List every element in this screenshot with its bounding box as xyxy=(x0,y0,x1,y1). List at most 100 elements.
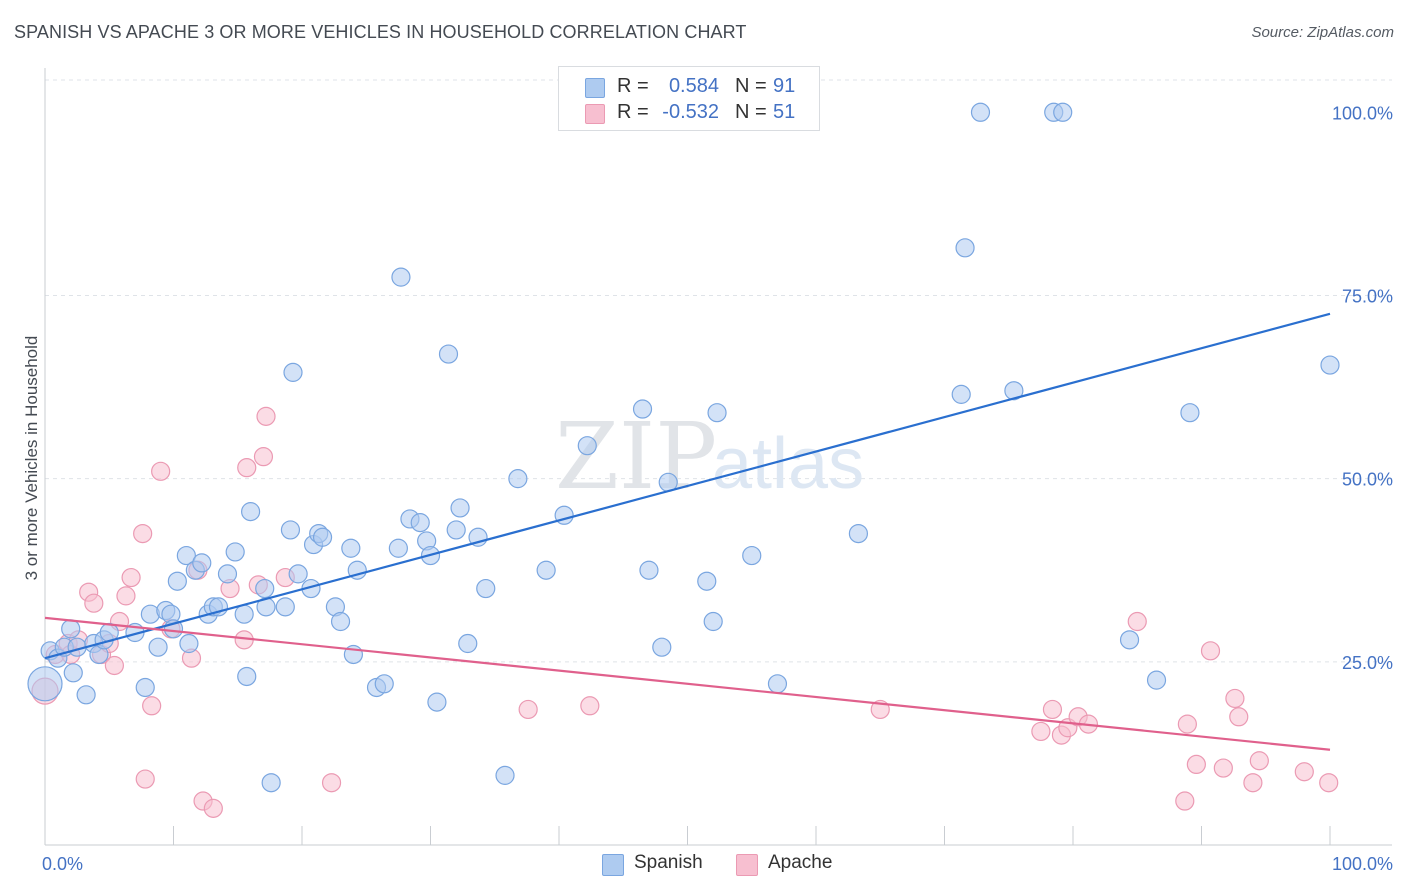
spanish-point xyxy=(63,663,83,683)
legend-r-label: R = xyxy=(617,101,649,123)
spanish-point xyxy=(446,520,466,540)
legend-swatch-spanish xyxy=(585,78,605,98)
spanish-point xyxy=(241,502,261,522)
apache-point xyxy=(135,769,155,789)
spanish-point xyxy=(135,677,155,698)
legend-swatch-spanish xyxy=(602,854,624,876)
spanish-point xyxy=(225,542,245,562)
legend-r-value: -0.532 xyxy=(662,101,719,123)
apache-point xyxy=(1177,714,1197,734)
y-tick-label: 25.0% xyxy=(1342,653,1393,673)
spanish-point xyxy=(1180,403,1200,423)
axis-layer xyxy=(44,68,1392,846)
legend-r-label: R = xyxy=(617,75,649,97)
spanish-point xyxy=(275,597,295,617)
spanish-point xyxy=(148,637,168,657)
spanish-point xyxy=(848,523,869,544)
spanish-point xyxy=(458,633,478,654)
legend-n-label: N = xyxy=(735,75,767,97)
chart-title: SPANISH VS APACHE 3 OR MORE VEHICLES IN … xyxy=(14,22,747,42)
spanish-point xyxy=(237,666,257,687)
apache-point xyxy=(142,696,162,716)
apache-point xyxy=(116,586,136,606)
spanish-point xyxy=(476,578,496,599)
spanish-point xyxy=(341,538,361,558)
spanish-point xyxy=(280,520,301,540)
x-tick-label: 100.0% xyxy=(1332,854,1393,874)
trend-lines xyxy=(44,312,1331,751)
apache-point xyxy=(1186,754,1206,775)
apache-trend-line xyxy=(44,616,1331,751)
legend-swatch-apache xyxy=(585,104,605,124)
spanish-point xyxy=(288,564,308,584)
spanish-point xyxy=(427,692,447,712)
spanish-point xyxy=(192,553,212,573)
apache-point xyxy=(237,458,257,478)
apache-point xyxy=(1225,688,1245,709)
apache-point xyxy=(1249,751,1269,771)
spanish-point xyxy=(767,674,788,694)
apache-point xyxy=(1042,699,1063,720)
spanish-point xyxy=(652,637,672,657)
spanish-point xyxy=(970,102,991,122)
spanish-point xyxy=(61,619,81,639)
apache-point xyxy=(518,699,538,720)
watermark: ZIP atlas xyxy=(555,403,864,510)
spanish-point xyxy=(508,469,528,489)
grid-layer xyxy=(45,79,1392,663)
spanish-point xyxy=(536,560,556,580)
apache-point xyxy=(1319,773,1339,793)
spanish-point xyxy=(217,564,238,584)
spanish-point xyxy=(261,773,281,793)
spanish-point xyxy=(632,399,653,419)
spanish-point xyxy=(639,560,659,580)
spanish-point xyxy=(1004,381,1024,401)
spanish-point xyxy=(330,611,351,632)
spanish-point xyxy=(176,545,196,566)
spanish-point xyxy=(742,545,762,566)
apache-point xyxy=(203,798,223,818)
apache-point xyxy=(1200,641,1221,661)
spanish-point xyxy=(955,238,975,258)
spanish-point xyxy=(450,498,470,518)
apache-point xyxy=(1243,773,1263,793)
apache-point xyxy=(253,447,274,467)
apache-point xyxy=(1213,758,1233,778)
spanish-point xyxy=(697,571,717,591)
apache-point xyxy=(84,593,104,613)
legend-label-apache: Apache xyxy=(768,852,833,873)
apache-point xyxy=(104,655,124,676)
legend-row-apache: R = -0.532 N = 51 xyxy=(559,101,819,127)
apache-point xyxy=(580,696,600,716)
apache-point xyxy=(121,567,141,588)
apache-point xyxy=(151,461,171,481)
spanish-point xyxy=(388,538,408,558)
spanish-point xyxy=(951,384,971,404)
legend-r-value: 0.584 xyxy=(668,75,719,97)
legend-n-value: 91 xyxy=(773,75,796,97)
spanish-point xyxy=(374,674,394,694)
spanish-point xyxy=(703,611,723,632)
spanish-point xyxy=(27,666,63,702)
spanish-point xyxy=(1053,102,1073,122)
x-tick-label: 0.0% xyxy=(42,854,83,874)
apache-point xyxy=(321,773,342,793)
legend-label-spanish: Spanish xyxy=(634,852,703,873)
spanish-point xyxy=(391,267,411,287)
watermark-zip: ZIP xyxy=(555,403,717,510)
spanish-point xyxy=(255,578,275,599)
spanish-point xyxy=(1320,355,1340,375)
spanish-point xyxy=(1146,670,1167,690)
legend-row-spanish: R = 0.584 N = 91 xyxy=(559,75,819,101)
apache-point xyxy=(1175,791,1195,811)
spanish-point xyxy=(438,344,459,364)
legend-n-label: N = xyxy=(735,101,767,123)
y-tick-label: 100.0% xyxy=(1332,103,1393,123)
spanish-point xyxy=(1119,630,1140,650)
y-tick-label: 50.0% xyxy=(1342,470,1393,490)
apache-point xyxy=(1031,721,1051,742)
apache-point xyxy=(1127,611,1147,632)
spanish-point xyxy=(410,513,430,533)
legend-n-value: 51 xyxy=(773,101,796,123)
